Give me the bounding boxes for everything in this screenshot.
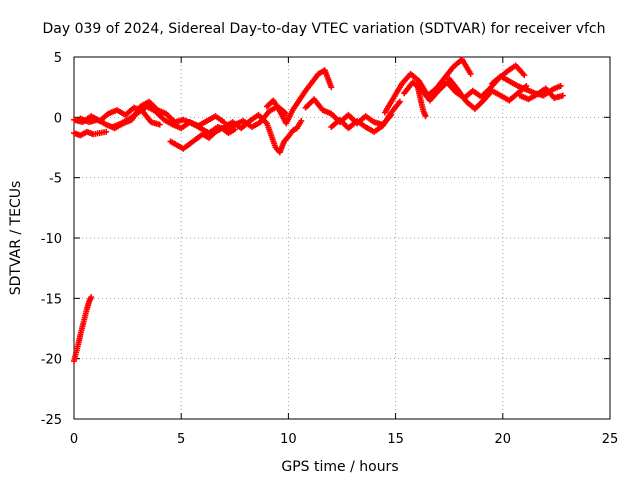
data-point — [156, 121, 163, 128]
series-layer — [71, 56, 566, 365]
data-point — [103, 128, 110, 135]
data-point — [557, 82, 564, 89]
data-point — [88, 294, 95, 301]
y-tick-label: -10 — [41, 232, 62, 247]
x-tick-label: 10 — [280, 432, 297, 447]
series-sat-a — [71, 294, 95, 365]
series-sat-k — [328, 98, 403, 135]
series-sat-i — [263, 67, 335, 127]
y-tick-label: -25 — [41, 413, 62, 428]
data-point — [559, 92, 566, 99]
y-tick-label: -20 — [41, 353, 62, 368]
data-point — [298, 117, 305, 124]
y-tick-label: 5 — [54, 51, 62, 66]
series-sat-j — [302, 96, 395, 128]
series-sat-n — [414, 80, 429, 120]
x-tick-label: 15 — [387, 432, 404, 447]
chart-title: Day 039 of 2024, Sidereal Day-to-day VTE… — [42, 21, 605, 37]
y-axis-label: SDTVAR / TECUs — [8, 181, 24, 296]
data-point — [521, 72, 528, 79]
x-tick-label: 0 — [70, 432, 78, 447]
series-sat-h — [221, 111, 305, 156]
series-sat-q — [516, 85, 566, 103]
series-sat-o — [446, 75, 530, 112]
series-sat-b — [71, 128, 110, 139]
data-point — [396, 98, 403, 105]
tick-layer: 0 5 10 15 20 25 -25 -20 -15 -10 -5 0 5 — [41, 51, 619, 447]
y-tick-label: 0 — [54, 111, 62, 126]
series-sat-g — [188, 103, 290, 137]
data-point — [422, 113, 429, 120]
data-point — [467, 70, 474, 77]
data-point — [328, 84, 335, 91]
x-tick-label: 25 — [602, 432, 619, 447]
y-tick-label: -5 — [49, 172, 62, 187]
y-tick-label: -15 — [41, 292, 62, 307]
x-tick-label: 5 — [177, 432, 185, 447]
x-axis-label: GPS time / hours — [281, 459, 398, 475]
x-tick-label: 20 — [495, 432, 512, 447]
